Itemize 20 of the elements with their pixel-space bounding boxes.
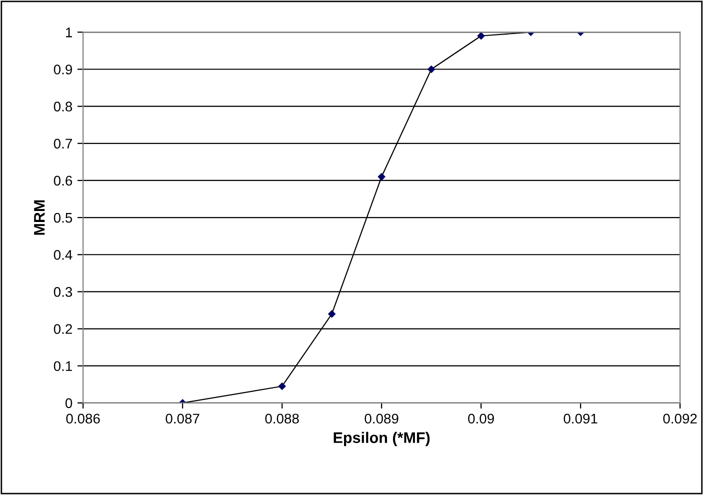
x-axis-title: Epsilon (*MF) <box>334 432 430 446</box>
y-tick-label: 0.8 <box>54 102 72 112</box>
x-tick-label: 0.089 <box>364 414 398 424</box>
x-tick-label: 0.086 <box>66 414 100 424</box>
y-tick-label: 0 <box>65 398 72 408</box>
x-tick-label: 0.088 <box>265 414 299 424</box>
y-tick-label: 0.3 <box>54 287 72 297</box>
x-tick-label: 0.09 <box>468 414 494 424</box>
y-tick-label: 1 <box>66 28 72 38</box>
x-tick-label: 0.092 <box>663 414 697 424</box>
y-tick-label: 0.4 <box>54 250 72 260</box>
x-tick-label: 0.087 <box>166 414 200 424</box>
y-tick-label: 0.5 <box>54 212 72 223</box>
y-tick-label: 0.1 <box>54 361 72 372</box>
x-tick-label: 0.091 <box>564 414 598 424</box>
y-axis-title: MRM <box>34 200 45 235</box>
y-tick-label: 0.6 <box>54 176 72 186</box>
y-tick-label: 0.2 <box>54 324 72 334</box>
y-tick-label: 0.9 <box>54 64 72 74</box>
y-tick-label: 0.7 <box>54 138 72 149</box>
